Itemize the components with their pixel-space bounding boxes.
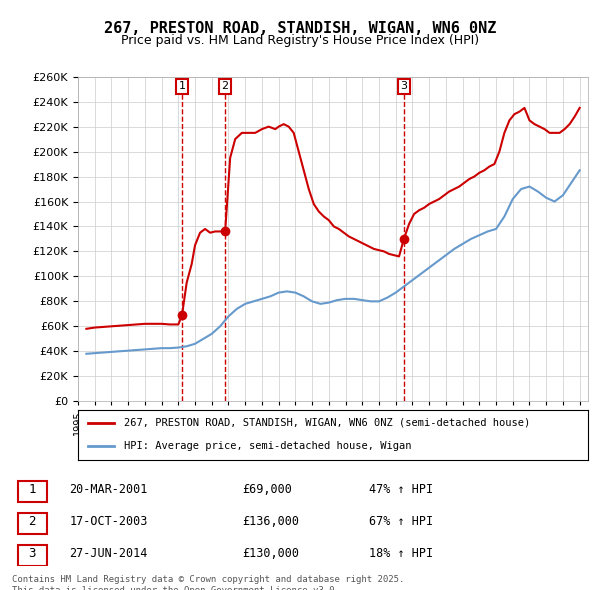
Text: 2: 2: [221, 81, 229, 91]
Text: HPI: Average price, semi-detached house, Wigan: HPI: Average price, semi-detached house,…: [124, 441, 412, 451]
Text: £130,000: £130,000: [242, 548, 299, 560]
Text: 17-OCT-2003: 17-OCT-2003: [70, 515, 148, 528]
FancyBboxPatch shape: [18, 545, 47, 566]
Text: Price paid vs. HM Land Registry's House Price Index (HPI): Price paid vs. HM Land Registry's House …: [121, 34, 479, 47]
Text: £136,000: £136,000: [242, 515, 299, 528]
Text: 3: 3: [400, 81, 407, 91]
Text: 1: 1: [28, 483, 36, 496]
Text: 67% ↑ HPI: 67% ↑ HPI: [369, 515, 433, 528]
FancyBboxPatch shape: [18, 513, 47, 535]
Text: Contains HM Land Registry data © Crown copyright and database right 2025.
This d: Contains HM Land Registry data © Crown c…: [12, 575, 404, 590]
Text: 267, PRESTON ROAD, STANDISH, WIGAN, WN6 0NZ (semi-detached house): 267, PRESTON ROAD, STANDISH, WIGAN, WN6 …: [124, 418, 530, 428]
Text: 1: 1: [179, 81, 185, 91]
Text: £69,000: £69,000: [242, 483, 292, 496]
Text: 47% ↑ HPI: 47% ↑ HPI: [369, 483, 433, 496]
Text: 27-JUN-2014: 27-JUN-2014: [70, 548, 148, 560]
Text: 18% ↑ HPI: 18% ↑ HPI: [369, 548, 433, 560]
Text: 20-MAR-2001: 20-MAR-2001: [70, 483, 148, 496]
Text: 267, PRESTON ROAD, STANDISH, WIGAN, WN6 0NZ: 267, PRESTON ROAD, STANDISH, WIGAN, WN6 …: [104, 21, 496, 35]
Text: 2: 2: [28, 515, 36, 528]
Text: 3: 3: [28, 548, 36, 560]
FancyBboxPatch shape: [18, 481, 47, 502]
